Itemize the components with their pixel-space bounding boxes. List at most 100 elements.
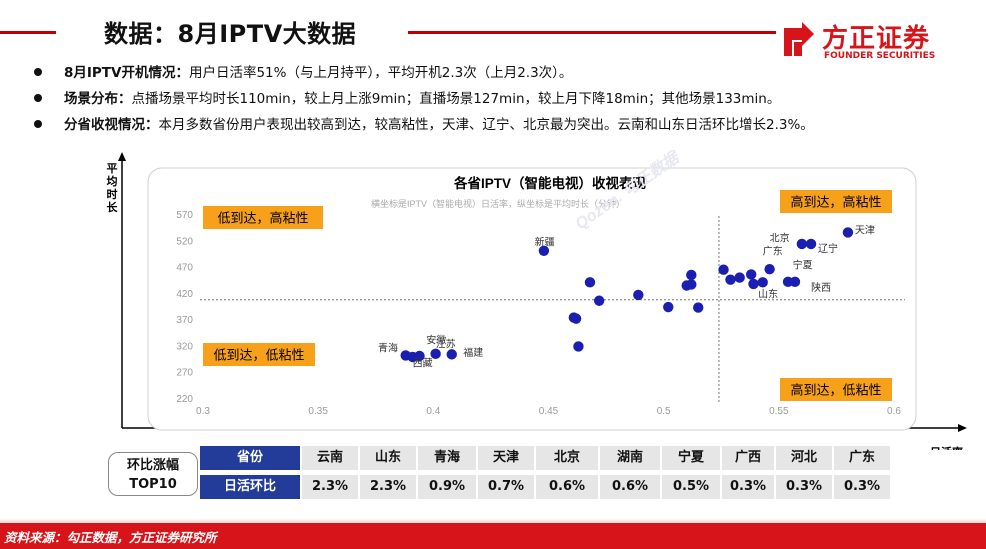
logo-text-cn: 方正证券 (822, 24, 931, 54)
quadrant-label: 高到达，低粘性 (790, 383, 881, 398)
point-label: 福建 (463, 346, 483, 359)
scatter-point (686, 279, 697, 290)
y-tick-label: 470 (176, 263, 193, 274)
footer-shade (0, 518, 986, 523)
table-cell-value: 2.3% (360, 475, 416, 499)
pill-line1: 环比涨幅 (126, 458, 179, 473)
scatter-point (718, 264, 729, 275)
point-label: 安徽 (426, 333, 446, 346)
scatter-point (573, 341, 584, 352)
footer-source: 资料来源：勾正数据，方正证券研究所 (4, 530, 217, 545)
quadrant-box (780, 378, 892, 401)
scatter-point (734, 272, 745, 283)
row-header-province: 省份 (200, 446, 300, 470)
scatter-point (430, 348, 441, 360)
bullet-label: 8月IPTV开机情况： (64, 65, 189, 81)
bullet-text: 本月多数省份用户表现出较高到达，较高粘性，天津、辽宁、北京最为突出。云南和山东日… (158, 117, 814, 133)
scatter-point (633, 289, 644, 301)
scatter-point (725, 274, 736, 285)
scatter-point (593, 295, 605, 306)
row-header-growth: 日活环比 (200, 475, 300, 499)
table-cell-province: 云南 (302, 446, 358, 470)
x-tick-label: 0.35 (308, 406, 328, 417)
scatter-point (570, 313, 582, 324)
chart-panel (147, 167, 917, 431)
table-cell-value: 0.3% (834, 475, 890, 499)
scatter-point (686, 269, 697, 281)
bullet-item: 8月IPTV开机情况：用户日活率51%（与上月持平），平均开机2.3次（上月2.… (34, 60, 814, 86)
scatter-point (446, 349, 457, 360)
logo-text-en: FOUNDER SECURITIES (824, 51, 936, 61)
point-label: 北京 (770, 231, 790, 244)
y-axis-label-char: 均 (107, 174, 118, 188)
bullet-dot-icon (34, 68, 42, 76)
scatter-point (789, 276, 801, 288)
table-cell-province: 湖南 (600, 446, 660, 470)
point-label: 西藏 (413, 357, 433, 369)
x-tick-label: 0.5 (657, 406, 671, 417)
table-cell-value: 2.3% (302, 475, 358, 499)
x-tick-label: 0.55 (769, 406, 789, 417)
bullet-list: 8月IPTV开机情况：用户日活率51%（与上月持平），平均开机2.3次（上月2.… (34, 60, 814, 138)
y-axis-arrow-icon (118, 152, 126, 161)
table-cell-province: 广东 (834, 446, 890, 470)
table-cell-value: 0.7% (478, 475, 534, 499)
point-label: 陕西 (811, 281, 831, 294)
table-cell-value: 0.3% (722, 475, 774, 499)
quadrant-box (203, 206, 323, 229)
scatter-point (757, 277, 768, 288)
chart-title: 各省IPTV（智能电视）收视表现 (453, 175, 647, 191)
table-cell-province: 广西 (722, 446, 774, 470)
point-label: 青海 (378, 342, 398, 355)
y-tick-label: 520 (176, 236, 193, 247)
x-tick-label: 0.45 (539, 406, 559, 417)
company-logo: 方正证券 FOUNDER SECURITIES (780, 18, 980, 64)
table-cell-value: 0.6% (600, 475, 660, 499)
header-rule-right (408, 31, 776, 34)
table-cell-province: 天津 (478, 446, 534, 470)
point-label: 新疆 (535, 236, 555, 249)
x-axis-label: 日活率 (930, 445, 963, 450)
y-axis-label-char: 长 (107, 200, 119, 214)
table-cell-value: 0.3% (776, 475, 832, 499)
point-label: 天津 (855, 224, 875, 236)
x-tick-label: 0.4 (426, 406, 440, 417)
scatter-point (842, 227, 854, 238)
top10-pill: 环比涨幅 TOP10 (108, 452, 198, 496)
quadrant-label: 高到达，高粘性 (790, 195, 881, 210)
x-tick-label: 0.6 (887, 406, 901, 417)
quadrant-box (203, 343, 315, 366)
bullet-item: 场景分布：点播场景平均时长110min，较上月上涨9min；直播场景127min… (34, 86, 814, 112)
y-axis-label-char: 时 (107, 187, 118, 201)
scatter-point (796, 238, 808, 250)
quadrant-label: 低到达，高粘性 (217, 211, 308, 226)
y-tick-label: 370 (176, 315, 193, 326)
scatter-point (745, 269, 757, 280)
quadrant-box (780, 190, 892, 213)
table-cell-province: 宁夏 (662, 446, 720, 470)
y-tick-label: 320 (176, 341, 193, 352)
scatter-chart: 平均时长日活率 各省IPTV（智能电视）收视表现横坐标是IPTV（智能电视）日活率… (100, 147, 980, 459)
scatter-chart-svg: 平均时长日活率 各省IPTV（智能电视）收视表现横坐标是IPTV（智能电视）日活率… (107, 147, 967, 459)
scatter-point (693, 302, 704, 313)
scatter-point (584, 277, 596, 288)
x-axis-arrow-icon (958, 424, 967, 432)
scatter-point (414, 350, 425, 362)
y-tick-label: 270 (176, 368, 193, 379)
scatter-point (663, 301, 674, 313)
point-label: 江苏 (436, 338, 456, 351)
x-tick-label: 0.3 (196, 406, 210, 417)
table-row-values: 日活环比 2.3% 2.3% 0.9% 0.7% 0.6% 0.6% 0.5% 0.3% 0.3… (200, 475, 892, 499)
scatter-point (805, 238, 817, 250)
table-cell-value: 0.6% (536, 475, 598, 499)
y-tick-label: 220 (176, 394, 193, 405)
bullet-item: 分省收视情况：本月多数省份用户表现出较高到达，较高粘性，天津、辽宁、北京最为突出… (34, 112, 814, 138)
y-tick-label: 570 (176, 210, 193, 221)
bullet-dot-icon (34, 94, 42, 102)
bullet-label: 场景分布： (64, 91, 132, 107)
quadrant-label: 低到达，低粘性 (213, 348, 304, 363)
scatter-point (748, 278, 759, 290)
table-cell-value: 0.5% (662, 475, 720, 499)
bullet-label: 分省收视情况： (64, 117, 159, 133)
table-cell-province: 青海 (418, 446, 476, 470)
